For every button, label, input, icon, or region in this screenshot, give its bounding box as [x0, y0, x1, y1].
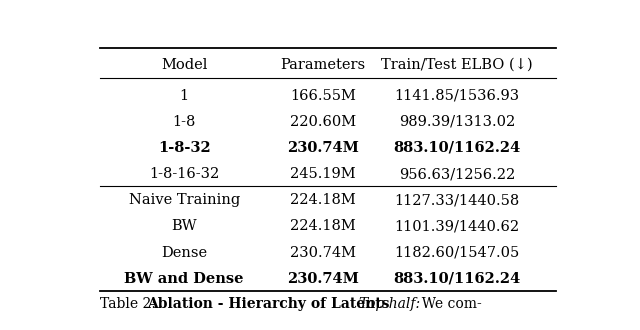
- Text: 230.74M: 230.74M: [287, 272, 359, 286]
- Text: Train/Test ELBO (↓): Train/Test ELBO (↓): [381, 58, 532, 72]
- Text: Ablation - Hierarchy of Latents: Ablation - Hierarchy of Latents: [147, 297, 390, 311]
- Text: 1-8-16-32: 1-8-16-32: [149, 167, 220, 181]
- Text: Top half:: Top half:: [359, 297, 420, 311]
- Text: 883.10/1162.24: 883.10/1162.24: [394, 272, 520, 286]
- Text: 883.10/1162.24: 883.10/1162.24: [394, 141, 520, 155]
- Text: 220.60M: 220.60M: [290, 115, 356, 129]
- Text: 1-8: 1-8: [172, 115, 196, 129]
- Text: 956.63/1256.22: 956.63/1256.22: [399, 167, 515, 181]
- Text: 230.74M: 230.74M: [290, 246, 356, 259]
- Text: BW: BW: [172, 219, 197, 233]
- Text: 1127.33/1440.58: 1127.33/1440.58: [394, 193, 520, 207]
- Text: 1: 1: [180, 88, 189, 103]
- Text: Table 2:: Table 2:: [100, 297, 160, 311]
- Text: 1-8-32: 1-8-32: [158, 141, 211, 155]
- Text: Naive Training: Naive Training: [129, 193, 240, 207]
- Text: Dense: Dense: [161, 246, 207, 259]
- Text: 1101.39/1440.62: 1101.39/1440.62: [394, 219, 520, 233]
- Text: 224.18M: 224.18M: [290, 193, 356, 207]
- Text: 166.55M: 166.55M: [290, 88, 356, 103]
- Text: BW and Dense: BW and Dense: [124, 272, 244, 286]
- Text: 1141.85/1536.93: 1141.85/1536.93: [394, 88, 520, 103]
- Text: 224.18M: 224.18M: [290, 219, 356, 233]
- Text: 1182.60/1547.05: 1182.60/1547.05: [394, 246, 520, 259]
- Text: 245.19M: 245.19M: [290, 167, 356, 181]
- Text: 989.39/1313.02: 989.39/1313.02: [399, 115, 515, 129]
- Text: We com-: We com-: [413, 297, 482, 311]
- Text: Parameters: Parameters: [280, 58, 365, 72]
- Text: Model: Model: [161, 58, 207, 72]
- Text: 230.74M: 230.74M: [287, 141, 359, 155]
